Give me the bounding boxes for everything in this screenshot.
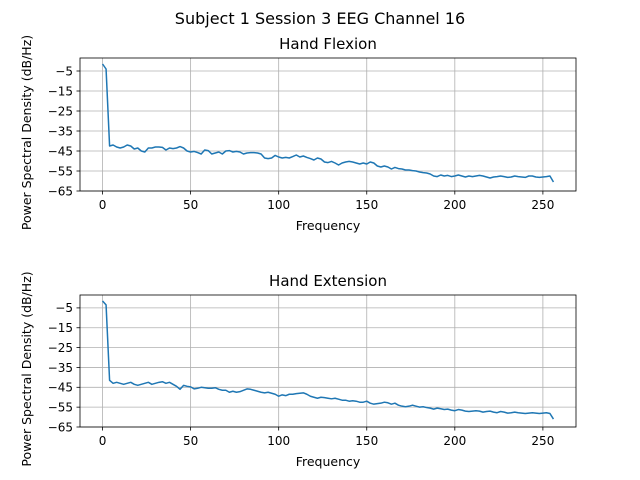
x-tick-label: 50 (183, 434, 198, 448)
y-tick-label: −45 (48, 144, 73, 158)
psd-series-line (101, 63, 555, 183)
x-tick-label: 100 (267, 198, 290, 212)
x-axis-label: Frequency (296, 454, 361, 469)
y-tick-label: −35 (48, 124, 73, 138)
x-axis-label: Frequency (296, 218, 361, 233)
x-tick-label: 250 (531, 198, 554, 212)
y-axis-label: Power Spectral Density (dB/Hz) (19, 35, 34, 230)
x-tick-label: 200 (443, 198, 466, 212)
x-tick-label: 0 (99, 198, 107, 212)
y-tick-label: −55 (48, 164, 73, 178)
axes-frame (79, 57, 577, 192)
subplot-title: Hand Flexion (279, 35, 377, 53)
x-tick-label: 50 (183, 198, 198, 212)
y-tick-label: −45 (48, 381, 73, 395)
y-tick-label: −15 (48, 321, 73, 335)
y-tick-label: −35 (48, 361, 73, 375)
y-tick-label: −15 (48, 84, 73, 98)
axes-frame (79, 294, 577, 428)
y-tick-label: −5 (55, 64, 73, 78)
y-tick-label: −25 (48, 104, 73, 118)
subplot-1: 0 50 100 150 200 250 −5 −15 −25 −35 −45 −55 −65 Hand … (19, 35, 577, 233)
y-axis-label: Power Spectral Density (dB/Hz) (19, 271, 34, 466)
psd-series-line (101, 300, 555, 420)
y-tick-label: −25 (48, 341, 73, 355)
x-tick-label: 200 (443, 434, 466, 448)
x-tick-label: 0 (99, 434, 107, 448)
y-tick-label: −65 (48, 420, 73, 434)
figure-suptitle: Subject 1 Session 3 EEG Channel 16 (175, 9, 465, 28)
x-tick-label: 150 (355, 434, 378, 448)
y-tick-label: −5 (55, 301, 73, 315)
x-tick-label: 250 (531, 434, 554, 448)
x-tick-label: 150 (355, 198, 378, 212)
subplot-2: 0 50 100 150 200 250 −5 −15 −25 −35 −45 −55 −65 Hand … (19, 271, 577, 469)
y-tick-label: −55 (48, 400, 73, 414)
y-tick-label: −65 (48, 184, 73, 198)
x-tick-label: 100 (267, 434, 290, 448)
subplot-title: Hand Extension (269, 272, 387, 290)
